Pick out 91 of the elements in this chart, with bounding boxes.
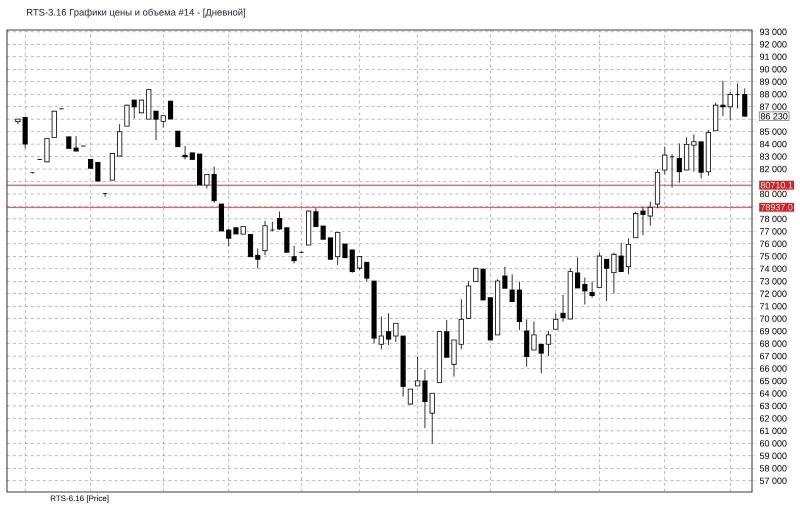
y-tick-label: 70 000 — [760, 315, 787, 322]
candlestick — [728, 91, 733, 120]
candlestick — [640, 206, 646, 236]
y-tick-label: 69 000 — [760, 328, 787, 334]
y-tick-label: 64 000 — [760, 390, 787, 397]
y-tick-label: 60 000 — [760, 440, 787, 447]
y-tick-label: 80 000 — [760, 190, 787, 198]
candlestick — [676, 143, 682, 184]
y-tick-label: 89 000 — [760, 78, 787, 85]
candlestick — [124, 104, 130, 127]
candlestick — [560, 294, 566, 322]
y-tick-label: 61 000 — [760, 428, 787, 434]
candlestick — [582, 277, 588, 305]
y-tick-label: 84 000 — [760, 140, 787, 148]
y-tick-label: 87 000 — [760, 104, 787, 110]
y-tick-label: 91 000 — [760, 54, 787, 60]
candlestick — [328, 237, 334, 260]
candlestick — [574, 256, 580, 288]
candlestick — [248, 234, 254, 258]
candlestick — [662, 146, 668, 175]
candlestick — [313, 208, 318, 228]
candlestick — [204, 174, 210, 189]
y-tick-label: 77 000 — [760, 228, 787, 235]
candlestick — [742, 88, 748, 118]
y-tick-label: 85 000 — [760, 128, 787, 135]
candlestick — [618, 242, 624, 272]
candlestick — [95, 162, 100, 182]
candlestick — [473, 268, 478, 282]
candlestick — [44, 138, 50, 162]
candlestick — [378, 316, 384, 350]
candlestick — [648, 201, 653, 226]
candlestick — [320, 226, 326, 240]
y-tick-label: 67 000 — [760, 352, 787, 360]
candlestick — [168, 100, 174, 120]
y-tick-label: 58 000 — [760, 465, 787, 472]
y-tick-label: 71 000 — [760, 303, 787, 310]
candlestick — [160, 115, 166, 128]
y-tick-label: 78 000 — [760, 216, 787, 222]
y-tick-label: 75 000 — [760, 253, 787, 260]
candlestick — [393, 322, 398, 342]
candlestick — [342, 244, 348, 258]
candlestick — [604, 258, 610, 302]
candlestick — [364, 262, 370, 282]
candlestick — [356, 256, 362, 270]
candlestick — [691, 134, 696, 172]
candlestick — [73, 136, 79, 152]
ref-line-label: 80710.1 — [760, 182, 792, 188]
candlestick — [531, 321, 537, 350]
candlestick — [350, 250, 355, 274]
chart-title: RTS-3.16 Графики цены и объема #14 - [Дневной] — [26, 8, 246, 18]
y-tick-label: 73 000 — [760, 278, 787, 284]
candlestick — [590, 281, 595, 298]
text: 86 230 — [760, 113, 788, 120]
candlestick — [138, 100, 144, 114]
candlestick — [611, 252, 616, 294]
candlestick — [386, 312, 392, 346]
candlestick — [408, 388, 413, 406]
candlestick — [66, 136, 72, 149]
candlestick — [226, 228, 232, 246]
y-tick-label: 66 000 — [760, 365, 787, 372]
y-tick-label: 88 000 — [760, 91, 787, 98]
candlestick — [538, 344, 544, 374]
y-tick-label: 72 000 — [760, 290, 787, 297]
y-tick-label: 93 000 — [760, 28, 787, 36]
y-tick-label: 63 000 — [760, 402, 787, 410]
y-tick-label: 62 000 — [760, 415, 787, 422]
candlestick — [422, 370, 428, 429]
candlestick — [255, 248, 260, 269]
ref-line-label: 78937.0 — [760, 204, 792, 210]
candlestick — [430, 392, 435, 444]
candlestick — [292, 246, 297, 264]
candlestick — [553, 312, 558, 330]
y-tick-label: 59 000 — [760, 452, 787, 460]
y-tick-label: 74 000 — [760, 266, 787, 272]
y-tick-label: 76 000 — [760, 240, 787, 248]
y-tick-label: 57 000 — [760, 478, 787, 484]
candlestick — [132, 100, 137, 119]
candlestick — [415, 356, 420, 386]
y-tick-label: 65 000 — [760, 378, 787, 384]
candlestick — [175, 130, 180, 148]
candlestick — [153, 110, 159, 140]
y-tick-label: 92 000 — [760, 41, 787, 48]
y-tick-label: 90 000 — [760, 66, 787, 72]
candlestick — [510, 274, 515, 302]
candlestick — [546, 330, 552, 356]
candlestick — [626, 238, 632, 275]
y-tick-label: 68 000 — [760, 340, 787, 347]
candlestick — [502, 266, 508, 289]
y-tick-label: 83 000 — [760, 153, 787, 160]
y-tick-label: 82 000 — [760, 166, 787, 172]
candlestick — [276, 211, 282, 231]
